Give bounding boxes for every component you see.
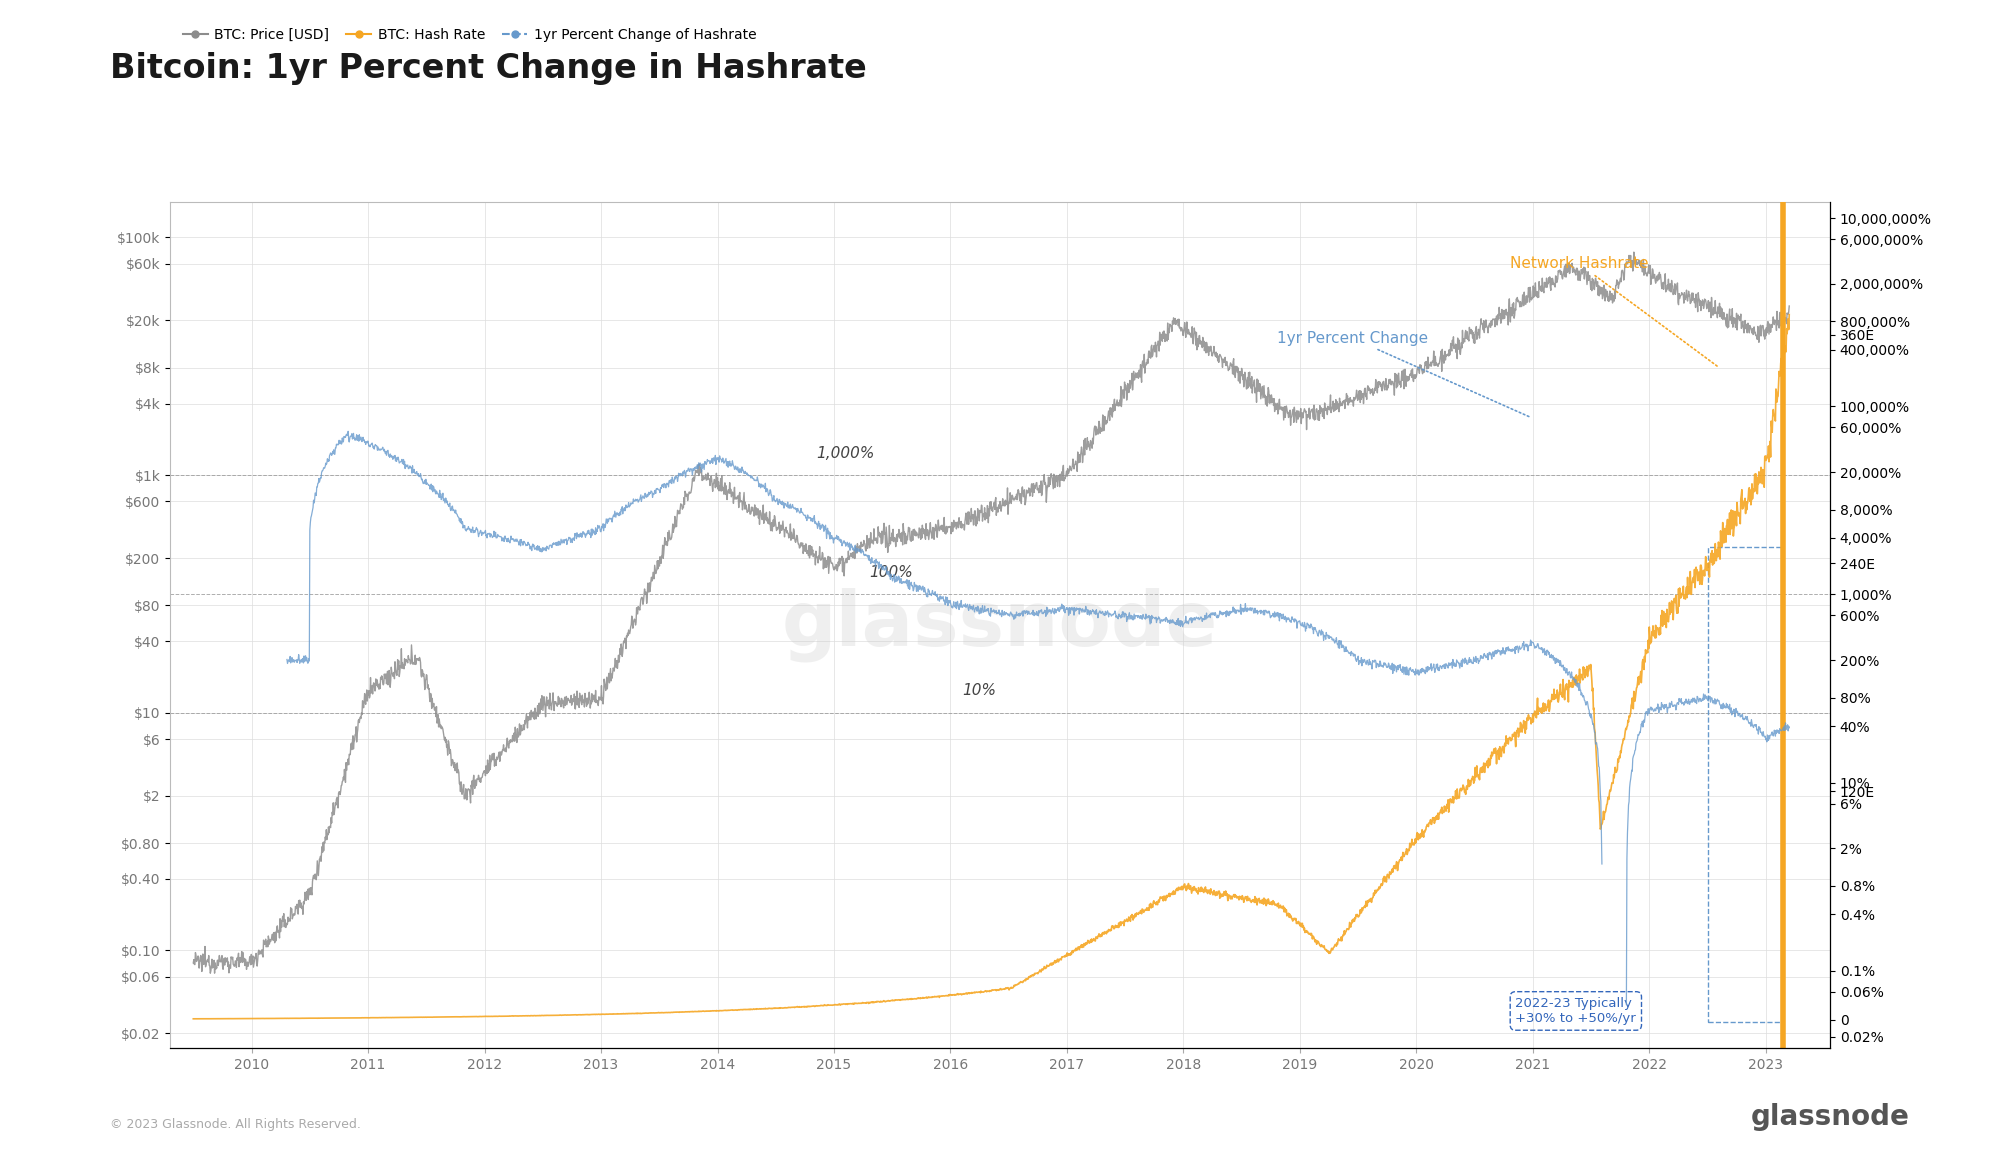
Text: Network Hashrate: Network Hashrate	[1510, 256, 1718, 366]
Text: © 2023 Glassnode. All Rights Reserved.: © 2023 Glassnode. All Rights Reserved.	[110, 1119, 360, 1131]
Legend: BTC: Price [USD], BTC: Hash Rate, 1yr Percent Change of Hashrate: BTC: Price [USD], BTC: Hash Rate, 1yr Pe…	[176, 22, 762, 47]
Text: glassnode: glassnode	[782, 588, 1218, 662]
Text: Bitcoin: 1yr Percent Change in Hashrate: Bitcoin: 1yr Percent Change in Hashrate	[110, 52, 866, 85]
Text: 10%: 10%	[962, 683, 996, 698]
Text: 100%: 100%	[868, 564, 912, 579]
Text: 1,000%: 1,000%	[816, 446, 874, 461]
Text: 1yr Percent Change: 1yr Percent Change	[1276, 331, 1530, 417]
Text: glassnode: glassnode	[1752, 1104, 1910, 1131]
Text: 2022-23 Typically
+30% to +50%/yr: 2022-23 Typically +30% to +50%/yr	[1516, 996, 1636, 1025]
